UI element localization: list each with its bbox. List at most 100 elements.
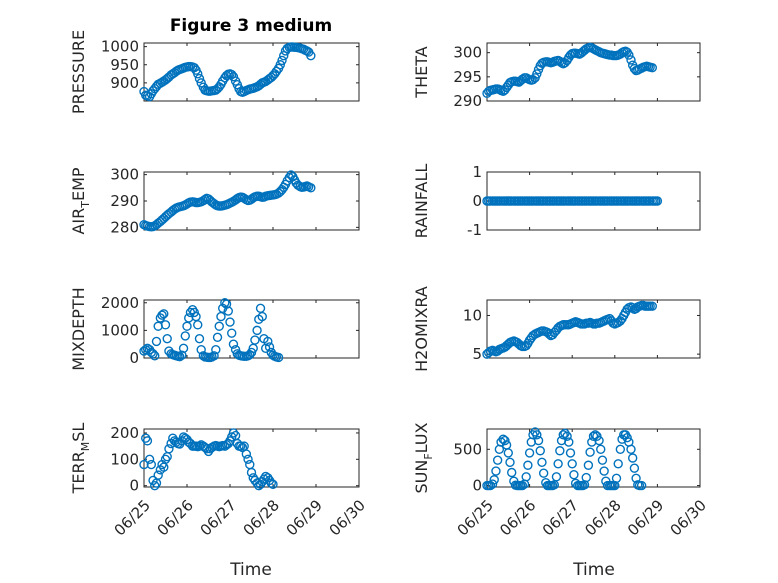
data-point: [505, 457, 515, 468]
series-markers: [139, 298, 284, 363]
series-markers: [139, 170, 316, 232]
data-point: [148, 349, 158, 359]
data-point: [275, 60, 286, 70]
data-point: [196, 78, 206, 88]
data-point: [538, 468, 549, 478]
data-point: [227, 328, 237, 338]
data-point: [597, 455, 608, 465]
data-point: [565, 448, 576, 458]
y-axis-label: SUNFLUX: [412, 422, 435, 493]
series-markers: [139, 42, 316, 102]
x-axis-label-left: Time: [229, 560, 272, 580]
data-point: [159, 309, 169, 319]
data-point: [492, 455, 503, 465]
x-tick-label: 06/28: [581, 496, 624, 539]
data-point: [209, 351, 219, 361]
data-point: [273, 352, 284, 363]
data-point: [537, 457, 547, 468]
data-point: [583, 460, 594, 470]
y-tick-label: 500: [453, 440, 482, 458]
y-tick-label: 0: [472, 192, 482, 210]
x-tick-label: 06/29: [624, 496, 667, 539]
y-tick-label: 100: [110, 450, 139, 468]
y-tick-label: 290: [453, 92, 482, 110]
data-point: [221, 299, 232, 309]
data-point: [631, 473, 641, 483]
y-tick-label: 200: [110, 424, 139, 442]
y-tick-label: 0: [129, 349, 139, 367]
data-point: [174, 351, 185, 362]
y-axis-label: AIRTEMP: [69, 167, 92, 234]
data-point: [594, 435, 604, 446]
data-point: [150, 351, 160, 361]
data-point: [144, 454, 155, 465]
data-point: [194, 73, 205, 84]
series-markers: [482, 196, 663, 206]
x-tick-label: 06/25: [454, 496, 497, 539]
subplot-terr-msl: 0 100 200 06/25 06/26 06/27 06/28 06/29 06/30 TER…: [69, 423, 369, 540]
data-point: [647, 301, 657, 311]
data-point: [636, 480, 647, 491]
data-point: [535, 446, 545, 456]
data-point: [564, 437, 574, 447]
y-axis-label: H2OMIXRA: [412, 286, 431, 372]
y-tick-label: 295: [453, 68, 482, 86]
y-tick-label: 1: [472, 163, 482, 181]
data-point: [306, 50, 316, 61]
data-point: [521, 472, 531, 482]
y-tick-label: 2000: [101, 294, 139, 312]
data-point: [141, 345, 151, 355]
data-point: [553, 459, 563, 469]
data-point: [581, 472, 591, 483]
data-point: [151, 336, 162, 347]
subplot-rainfall: -1 0 1 RAINFALL: [412, 163, 701, 239]
y-tick-label: 300: [110, 166, 139, 184]
data-point: [532, 69, 542, 79]
data-point: [277, 55, 287, 66]
y-tick-label: 0: [472, 477, 482, 495]
data-point: [189, 307, 200, 318]
data-point: [599, 466, 609, 476]
series-markers: [482, 42, 657, 98]
y-axis-label: RAINFALL: [412, 164, 431, 239]
data-point: [489, 475, 499, 485]
data-point: [562, 431, 572, 441]
data-point: [178, 343, 189, 354]
data-point: [533, 435, 544, 446]
x-tick-label: 06/28: [240, 496, 283, 539]
data-point: [626, 444, 636, 454]
data-point: [284, 172, 295, 183]
x-tick-label: 06/27: [539, 496, 582, 539]
data-point: [560, 428, 570, 439]
data-point: [228, 428, 239, 438]
x-tick-label: 06/30: [326, 496, 369, 539]
axes-box: [143, 299, 360, 359]
subplot-h2omixra: 5 10 H2OMIXRA: [412, 286, 701, 372]
subplot-theta: 290 295 300 THETA: [412, 42, 701, 110]
subplot-mixdepth: 0 1000 2000 MIXDEPTH: [69, 287, 360, 371]
data-point: [236, 441, 246, 451]
figure-title: Figure 3 medium: [170, 16, 332, 36]
data-point: [193, 320, 203, 330]
data-point: [177, 350, 187, 360]
data-point: [243, 454, 253, 465]
series-markers: [139, 428, 278, 491]
data-point: [555, 446, 565, 456]
data-point: [212, 332, 223, 342]
data-point: [160, 454, 171, 465]
data-point: [228, 339, 239, 349]
data-point: [528, 430, 538, 440]
data-point: [264, 342, 275, 352]
y-axis-label: TERRMSL: [69, 423, 92, 495]
subplot-air-temp: 280 290 300 AIRTEMP: [69, 166, 360, 236]
data-point: [180, 331, 190, 341]
data-point: [160, 320, 171, 330]
data-point: [250, 335, 260, 345]
data-point: [268, 479, 278, 490]
data-point: [585, 447, 595, 457]
y-tick-label: 1000: [101, 38, 139, 56]
data-point: [141, 433, 151, 443]
